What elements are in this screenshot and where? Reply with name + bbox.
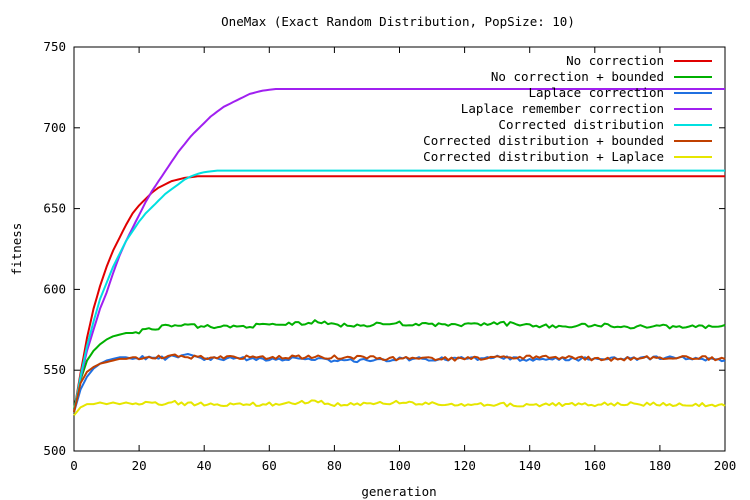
y-tick-label: 550 (43, 362, 66, 377)
legend-label: Corrected distribution + Laplace (423, 149, 664, 164)
series-line (73, 399, 726, 417)
x-tick-label: 120 (453, 458, 476, 473)
legend-label: Laplace correction (529, 85, 664, 100)
chart-title: OneMax (Exact Random Distribution, PopSi… (221, 14, 575, 29)
x-axis-ticks: 0 20 40 60 80 100 120 140 160 180 200 (70, 47, 736, 473)
x-tick-label: 40 (197, 458, 212, 473)
x-tick-label: 20 (132, 458, 147, 473)
x-tick-label: 60 (262, 458, 277, 473)
series-line (73, 88, 725, 413)
x-tick-label: 0 (70, 458, 78, 473)
x-tick-label: 180 (649, 458, 672, 473)
x-tick-label: 140 (518, 458, 541, 473)
series-line (73, 353, 726, 413)
y-tick-label: 700 (43, 120, 66, 135)
series-lines (73, 88, 726, 417)
y-axis-label: fitness (9, 223, 24, 276)
legend-label: Corrected distribution (498, 117, 664, 132)
y-tick-label: 600 (43, 281, 66, 296)
legend-label: Corrected distribution + bounded (423, 133, 664, 148)
y-axis-ticks: 500 550 600 650 700 750 (43, 39, 725, 458)
x-tick-label: 200 (714, 458, 737, 473)
series-line (73, 175, 725, 411)
series-line (73, 319, 726, 410)
legend-label: Laplace remember correction (461, 101, 664, 116)
series-line (73, 169, 725, 413)
x-tick-label: 80 (327, 458, 342, 473)
x-axis-label: generation (361, 484, 436, 499)
y-tick-label: 750 (43, 39, 66, 54)
x-tick-label: 100 (388, 458, 411, 473)
y-tick-label: 500 (43, 443, 66, 458)
y-tick-label: 650 (43, 201, 66, 216)
legend-label: No correction (566, 53, 664, 68)
x-tick-label: 160 (584, 458, 607, 473)
legend-label: No correction + bounded (491, 69, 664, 84)
